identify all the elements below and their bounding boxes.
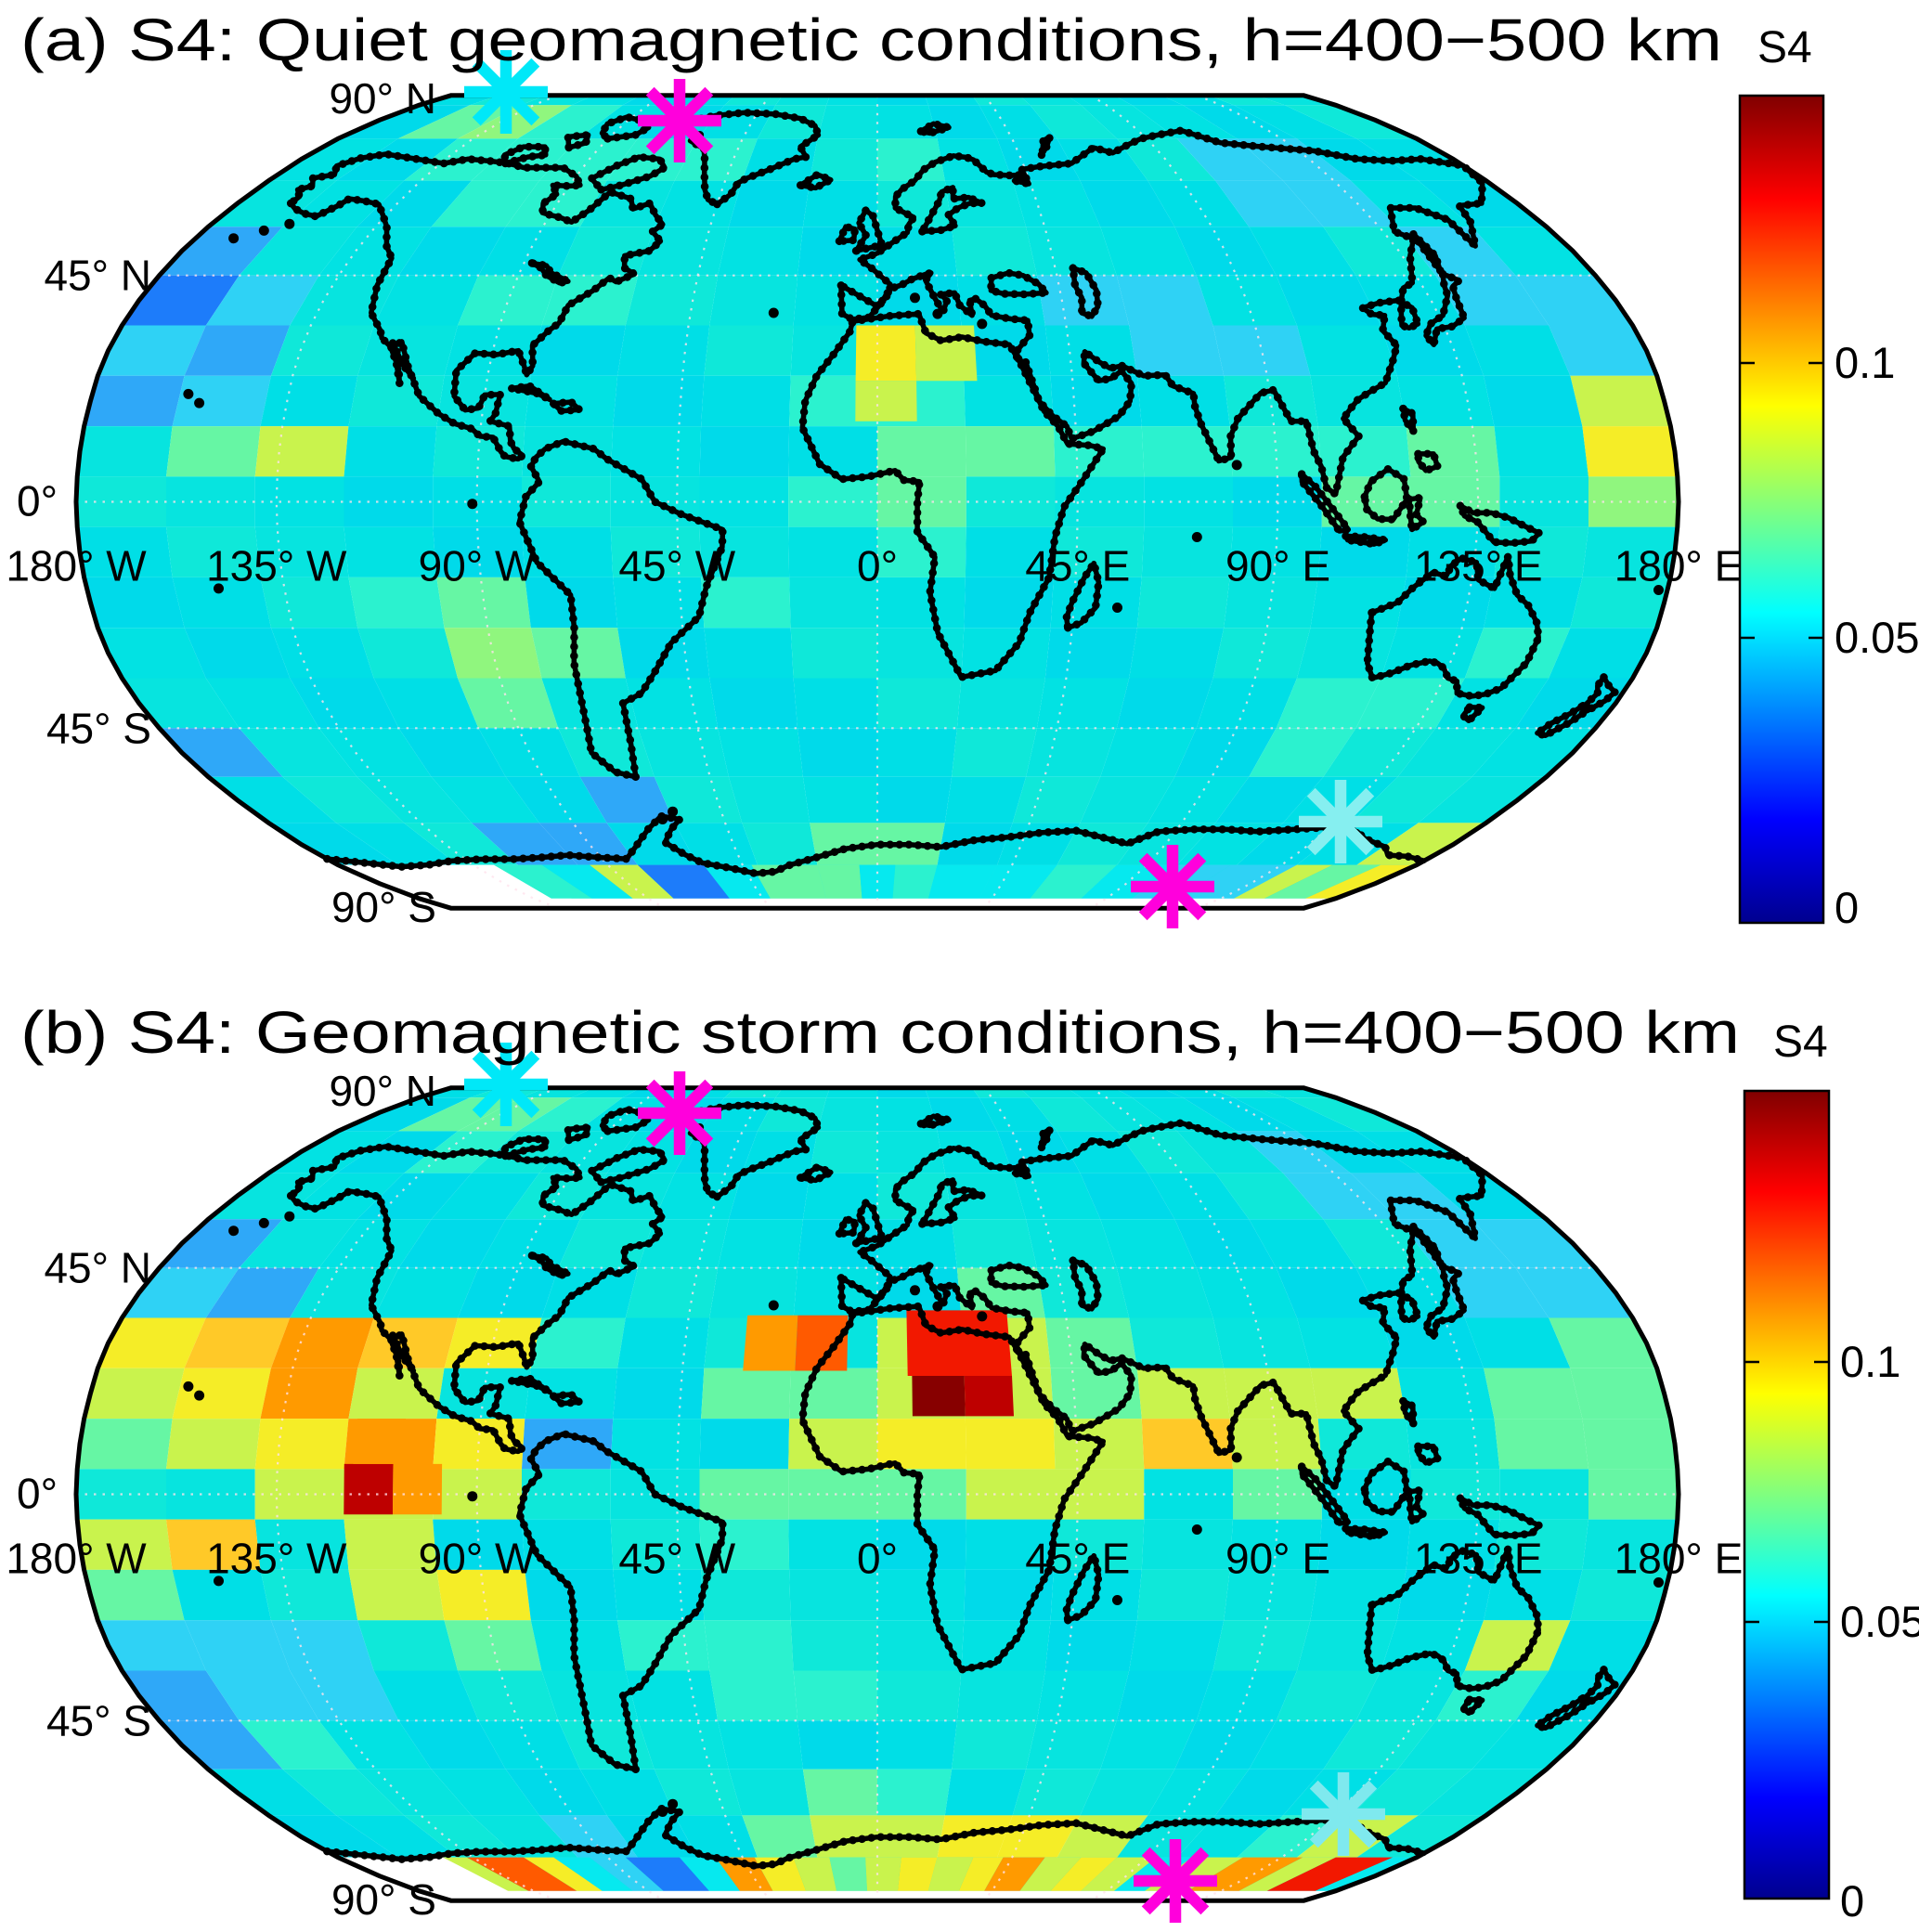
svg-text:180° E: 180° E — [1614, 542, 1744, 590]
svg-text:0: 0 — [1835, 883, 1859, 932]
svg-text:135° W: 135° W — [206, 542, 347, 590]
svg-text:90° E: 90° E — [1225, 542, 1330, 590]
svg-text:90° E: 90° E — [1225, 1535, 1330, 1583]
svg-text:0.05: 0.05 — [1835, 613, 1919, 662]
svg-text:45° S: 45° S — [46, 704, 151, 752]
svg-text:90° S: 90° S — [331, 883, 436, 931]
svg-text:135° W: 135° W — [206, 1535, 347, 1583]
svg-text:0°: 0° — [17, 1470, 58, 1518]
svg-text:45° N: 45° N — [44, 252, 151, 300]
svg-text:45° W: 45° W — [618, 1535, 735, 1583]
svg-text:0.1: 0.1 — [1835, 338, 1895, 387]
svg-text:45° E: 45° E — [1025, 1535, 1130, 1583]
svg-text:90° N: 90° N — [329, 74, 436, 123]
svg-text:45° S: 45° S — [46, 1696, 151, 1744]
svg-text:(b) S4: Geomagnetic storm cond: (b) S4: Geomagnetic storm conditions, h=… — [20, 999, 1740, 1066]
svg-text:180° E: 180° E — [1614, 1535, 1744, 1583]
svg-text:0.05: 0.05 — [1840, 1597, 1919, 1646]
svg-text:S4: S4 — [1757, 23, 1812, 72]
svg-text:90° N: 90° N — [329, 1067, 436, 1115]
svg-text:0°: 0° — [17, 477, 58, 525]
svg-text:0.1: 0.1 — [1840, 1337, 1900, 1386]
svg-text:45° W: 45° W — [618, 542, 735, 590]
svg-text:45° N: 45° N — [44, 1244, 151, 1292]
svg-text:0: 0 — [1840, 1876, 1864, 1926]
svg-text:0°: 0° — [857, 542, 898, 590]
svg-text:180° W: 180° W — [6, 542, 147, 590]
svg-text:135° E: 135° E — [1414, 1535, 1543, 1583]
svg-text:180° W: 180° W — [6, 1535, 147, 1583]
svg-text:90° S: 90° S — [331, 1875, 436, 1924]
svg-text:S4: S4 — [1773, 1018, 1828, 1067]
svg-text:90° W: 90° W — [419, 1535, 536, 1583]
svg-text:90° W: 90° W — [419, 542, 536, 590]
svg-text:0°: 0° — [857, 1535, 898, 1583]
svg-text:(a) S4: Quiet geomagnetic cond: (a) S4: Quiet geomagnetic conditions, h=… — [20, 6, 1722, 73]
svg-text:135° E: 135° E — [1414, 542, 1543, 590]
svg-text:45° E: 45° E — [1025, 542, 1130, 590]
